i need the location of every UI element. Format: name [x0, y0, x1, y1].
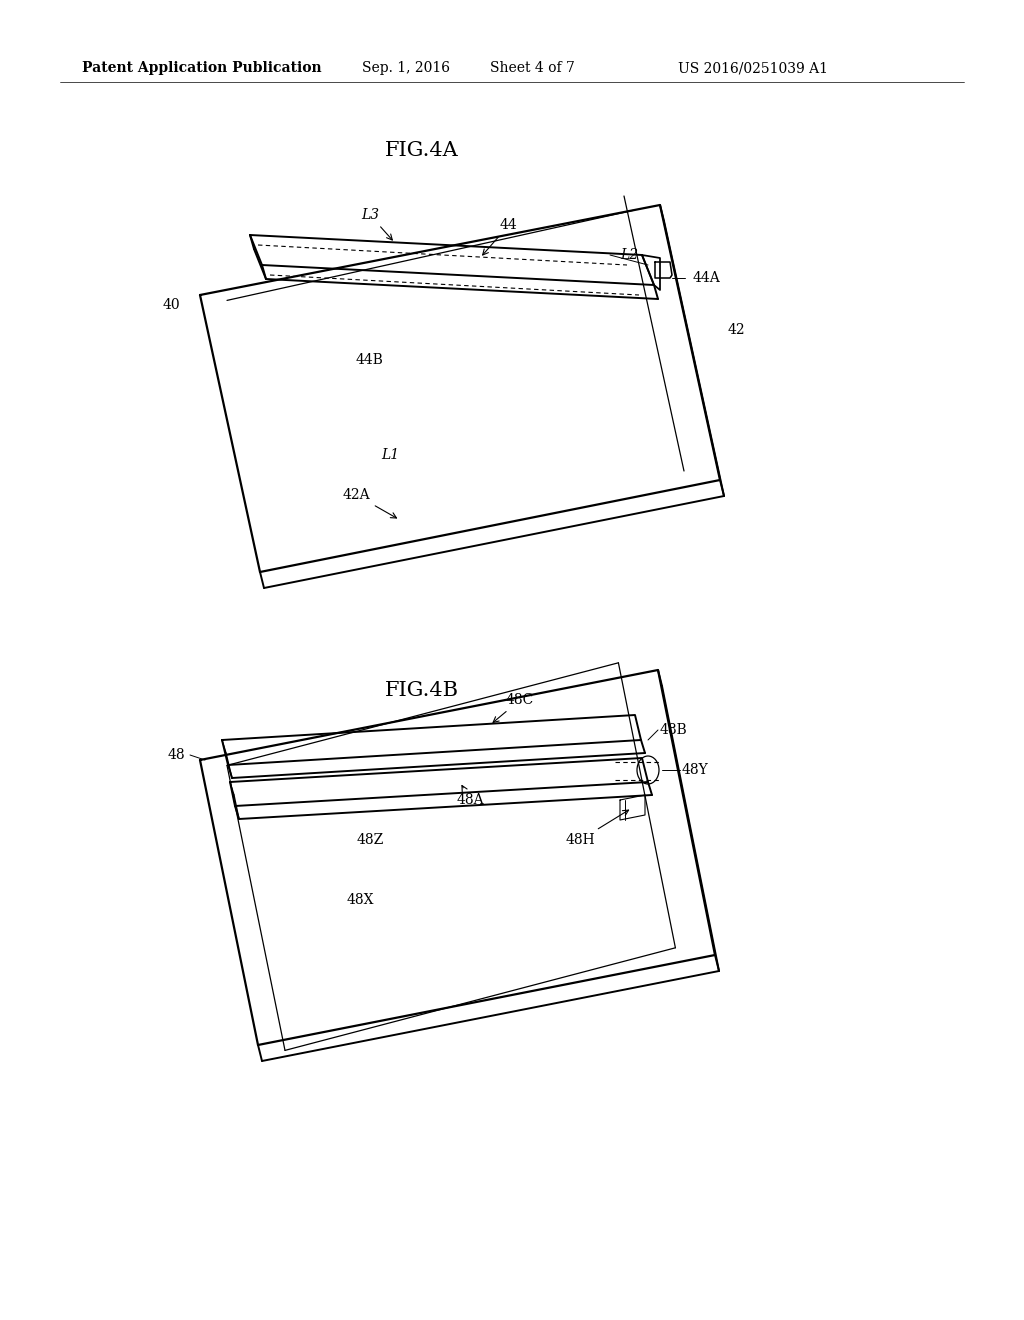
Text: 48Z: 48Z [356, 833, 384, 847]
Text: FIG.4B: FIG.4B [385, 681, 459, 700]
Text: L3: L3 [360, 209, 392, 240]
Text: 40: 40 [163, 298, 180, 312]
Text: 48X: 48X [346, 894, 374, 907]
Text: 48H: 48H [565, 810, 629, 847]
Text: US 2016/0251039 A1: US 2016/0251039 A1 [678, 61, 828, 75]
Text: L1: L1 [381, 447, 399, 462]
Text: 48B: 48B [660, 723, 688, 737]
Text: Sheet 4 of 7: Sheet 4 of 7 [490, 61, 574, 75]
Text: 48A: 48A [456, 785, 483, 807]
Text: Patent Application Publication: Patent Application Publication [82, 61, 322, 75]
Text: 48: 48 [167, 748, 185, 762]
Text: L2: L2 [620, 248, 638, 261]
Text: 44A: 44A [693, 271, 721, 285]
Text: Sep. 1, 2016: Sep. 1, 2016 [362, 61, 450, 75]
Text: FIG.4A: FIG.4A [385, 140, 459, 160]
Text: 44B: 44B [356, 352, 384, 367]
Text: 48Y: 48Y [682, 763, 709, 777]
Text: 42A: 42A [342, 488, 396, 517]
Text: 42: 42 [728, 323, 745, 337]
Text: 48C: 48C [494, 693, 535, 722]
Text: 44: 44 [482, 218, 518, 255]
